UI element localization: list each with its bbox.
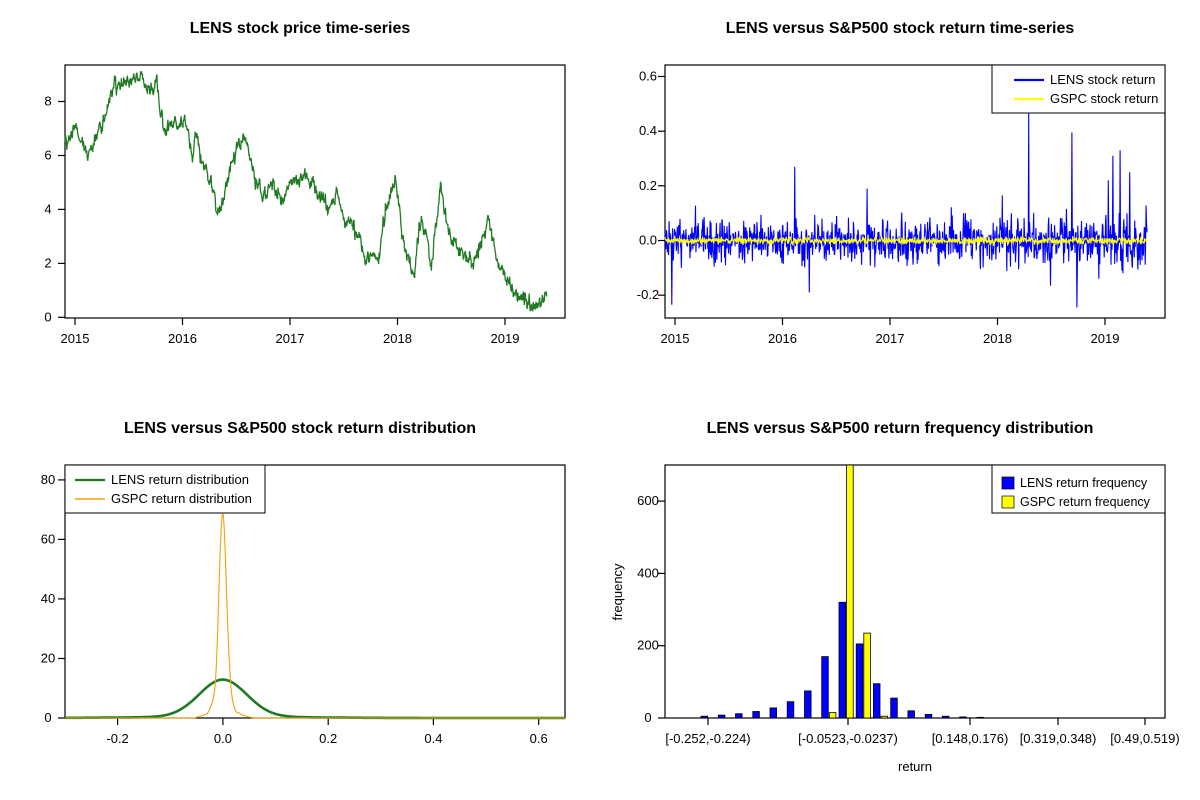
svg-text:200: 200	[637, 638, 659, 653]
svg-text:2018: 2018	[983, 331, 1012, 346]
svg-text:2019: 2019	[491, 331, 520, 346]
svg-text:0.2: 0.2	[639, 178, 657, 193]
svg-text:0: 0	[44, 710, 51, 725]
svg-text:2015: 2015	[661, 331, 690, 346]
svg-text:LENS return frequency: LENS return frequency	[1020, 476, 1148, 490]
svg-text:2016: 2016	[768, 331, 797, 346]
svg-text:LENS return distribution: LENS return distribution	[111, 472, 249, 487]
svg-text:0.6: 0.6	[639, 69, 657, 84]
svg-text:GSPC stock return: GSPC stock return	[1050, 91, 1158, 106]
svg-text:2017: 2017	[276, 331, 305, 346]
svg-text:0: 0	[44, 309, 51, 324]
svg-text:frequency: frequency	[610, 563, 625, 621]
svg-text:0.0: 0.0	[639, 233, 657, 248]
svg-text:2: 2	[44, 255, 51, 270]
svg-text:LENS versus S&P500 stock retur: LENS versus S&P500 stock return time-ser…	[726, 20, 1075, 37]
svg-text:[0.49,0.519): [0.49,0.519)	[1110, 731, 1179, 746]
svg-text:80: 80	[41, 472, 55, 487]
svg-text:return: return	[898, 759, 932, 774]
svg-text:2018: 2018	[383, 331, 412, 346]
svg-text:LENS versus S&P500 return freq: LENS versus S&P500 return frequency dist…	[707, 420, 1094, 437]
svg-text:[-0.252,-0.224): [-0.252,-0.224)	[665, 731, 750, 746]
svg-text:8: 8	[44, 94, 51, 109]
svg-text:0.0: 0.0	[214, 731, 232, 746]
svg-text:LENS stock price time-series: LENS stock price time-series	[190, 20, 411, 37]
svg-text:-0.2: -0.2	[637, 287, 659, 302]
svg-text:GSPC return distribution: GSPC return distribution	[111, 491, 252, 506]
svg-text:0.4: 0.4	[639, 123, 657, 138]
svg-text:0.6: 0.6	[530, 731, 548, 746]
svg-text:0.4: 0.4	[424, 731, 442, 746]
svg-text:600: 600	[637, 493, 659, 508]
svg-text:2015: 2015	[61, 331, 90, 346]
svg-text:2019: 2019	[1091, 331, 1120, 346]
svg-text:[0.319,0.348): [0.319,0.348)	[1020, 731, 1097, 746]
svg-text:0: 0	[644, 710, 651, 725]
svg-text:6: 6	[44, 148, 51, 163]
svg-text:[-0.0523,-0.0237): [-0.0523,-0.0237)	[798, 731, 898, 746]
svg-text:LENS versus S&P500 stock retur: LENS versus S&P500 stock return distribu…	[124, 420, 476, 437]
svg-text:LENS stock return: LENS stock return	[1050, 72, 1156, 87]
svg-text:2016: 2016	[168, 331, 197, 346]
svg-text:60: 60	[41, 531, 55, 546]
svg-text:[0.148,0.176): [0.148,0.176)	[932, 731, 1009, 746]
svg-text:2017: 2017	[876, 331, 905, 346]
svg-text:GSPC return frequency: GSPC return frequency	[1020, 495, 1151, 509]
svg-text:0.2: 0.2	[319, 731, 337, 746]
svg-text:400: 400	[637, 565, 659, 580]
svg-text:40: 40	[41, 591, 55, 606]
svg-text:4: 4	[44, 201, 51, 216]
svg-text:-0.2: -0.2	[106, 731, 128, 746]
svg-text:20: 20	[41, 651, 55, 666]
